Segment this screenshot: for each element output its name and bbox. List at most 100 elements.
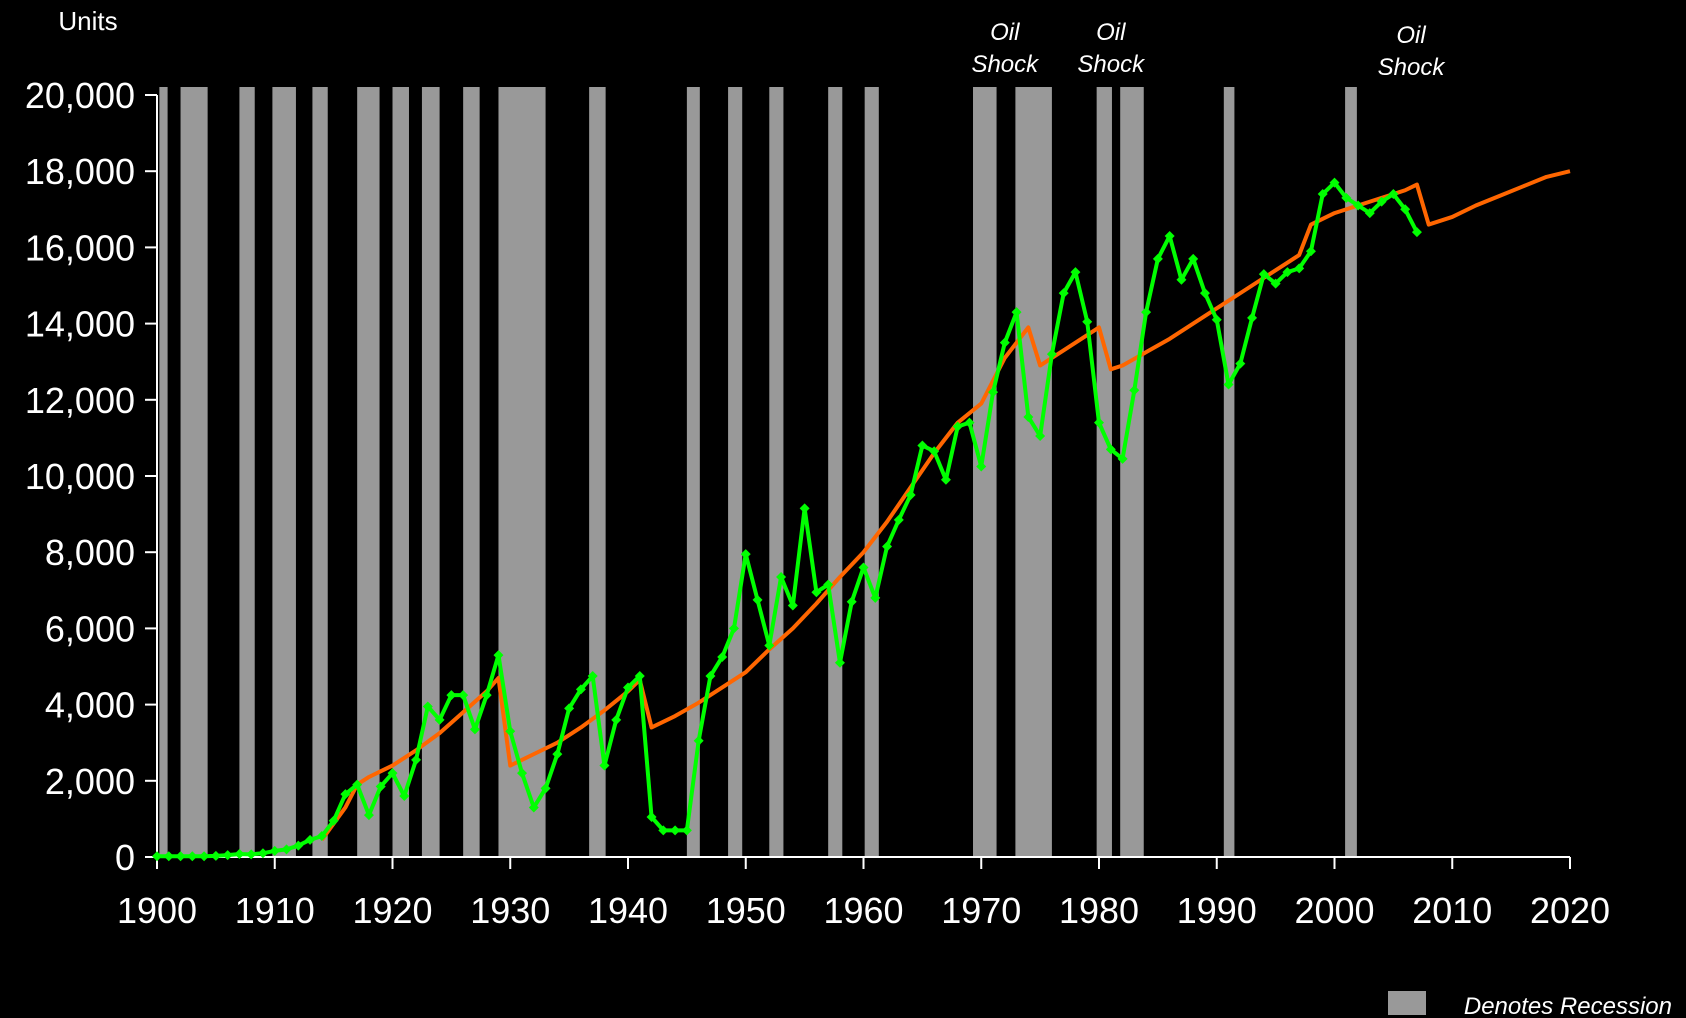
actual-data-point [917, 440, 928, 451]
actual-data-point [1305, 246, 1316, 257]
x-tick-label: 2000 [1294, 890, 1374, 931]
actual-data-point [257, 848, 268, 859]
actual-data-point [952, 421, 963, 432]
actual-data-point [1199, 288, 1210, 299]
actual-data-point [210, 850, 221, 861]
actual-data-point [787, 600, 798, 611]
actual-data-point [1317, 189, 1328, 200]
actual-data-point [1353, 200, 1364, 211]
actual-data-point [493, 650, 504, 661]
actual-data-point [1082, 316, 1093, 327]
actual-data-point [858, 562, 869, 573]
actual-data-point [387, 768, 398, 779]
actual-data-point [658, 825, 669, 836]
recession-band [1120, 87, 1144, 857]
x-tick-label: 1930 [470, 890, 550, 931]
legend-swatch [1388, 991, 1426, 1015]
x-tick-label: 2020 [1530, 890, 1610, 931]
actual-data-point [811, 587, 822, 598]
actual-data-point [693, 735, 704, 746]
actual-data-point [1376, 196, 1387, 207]
actual-data-point [1329, 177, 1340, 188]
actual-data-point [328, 815, 339, 826]
recession-bands [159, 87, 1357, 857]
actual-data-point [375, 781, 386, 792]
x-tick-label: 1960 [823, 890, 903, 931]
actual-data-point [1046, 349, 1057, 360]
actual-data-point [411, 754, 422, 765]
axes: Units 0 2,000 4,000 6,000 8,000 10,000 12,000 1… [25, 6, 1610, 931]
actual-data-point [305, 834, 316, 845]
recession-band [1345, 87, 1357, 857]
actual-data-point [646, 811, 657, 822]
oil-shock-annotation: Shock [1378, 54, 1447, 81]
actual-data-point [1129, 385, 1140, 396]
oil-shock-annotation: Shock [971, 51, 1040, 78]
y-axis-label: Units [58, 6, 117, 36]
actual-data-point [469, 724, 480, 735]
actual-data-point [1058, 288, 1069, 299]
actual-data-point [446, 690, 457, 701]
actual-data-point [1117, 453, 1128, 464]
recession-band [312, 87, 328, 857]
actual-data-point [1070, 267, 1081, 278]
y-tick-label: 8,000 [45, 532, 135, 573]
actual-data-point [1282, 267, 1293, 278]
actual-data-point [1411, 227, 1422, 238]
actual-data-point [175, 851, 186, 862]
actual-data-point [505, 726, 516, 737]
recession-band [239, 87, 255, 857]
actual-data-point [1341, 192, 1352, 203]
y-tick-label: 10,000 [25, 456, 135, 497]
actual-data-point [293, 840, 304, 851]
actual-data-point [976, 461, 987, 472]
actual-data-point [1270, 278, 1281, 289]
actual-data-point [623, 682, 633, 693]
actual-data-point [540, 783, 551, 794]
actual-data-point [575, 684, 586, 695]
x-tick-label: 1970 [941, 890, 1021, 931]
recession-band [1015, 87, 1052, 857]
x-tick-label: 1900 [117, 890, 197, 931]
actual-data-point [1294, 263, 1305, 274]
actual-data-point [893, 514, 904, 525]
legend-label: Denotes Recession [1464, 993, 1672, 1018]
actual-data-point [1023, 411, 1034, 422]
recession-band [392, 87, 409, 857]
recession-band [421, 87, 440, 857]
recession-band [589, 87, 606, 857]
actual-data-point [281, 844, 292, 855]
actual-data-point [740, 549, 751, 560]
y-tick-label: 12,000 [25, 380, 135, 421]
x-tick-label: 1950 [706, 890, 786, 931]
actual-data-point [458, 690, 469, 701]
recession-band [159, 87, 168, 857]
actual-data-point [564, 703, 575, 714]
actual-data-point [882, 541, 893, 552]
actual-data-point [1035, 430, 1046, 441]
y-tick-label: 6,000 [45, 608, 135, 649]
actual-data-point [728, 623, 739, 634]
y-tick-label: 16,000 [25, 227, 135, 268]
actual-data-point [1258, 269, 1269, 280]
actual-data-point [316, 831, 327, 842]
actual-data-point [940, 474, 951, 485]
x-tick-label: 1910 [235, 890, 315, 931]
actual-data-point [269, 845, 280, 856]
actual-data-point [199, 851, 210, 862]
x-tick-label: 1990 [1177, 890, 1257, 931]
actual-data-point [834, 657, 845, 668]
actual-data-point [846, 596, 857, 607]
actual-data-point [434, 714, 445, 725]
actual-data-point [163, 851, 174, 862]
actual-data-point [1223, 379, 1234, 390]
y-tick-label: 4,000 [45, 685, 135, 726]
actual-data-point [999, 337, 1010, 348]
oil-shock-annotation: Oil [1096, 19, 1126, 46]
actual-data-point [705, 671, 716, 682]
actual-data-point [1141, 307, 1152, 318]
actual-data-point [1176, 274, 1187, 285]
recession-band [973, 87, 997, 857]
actual-data-point [222, 850, 233, 861]
legend: Denotes Recession [1388, 991, 1672, 1018]
